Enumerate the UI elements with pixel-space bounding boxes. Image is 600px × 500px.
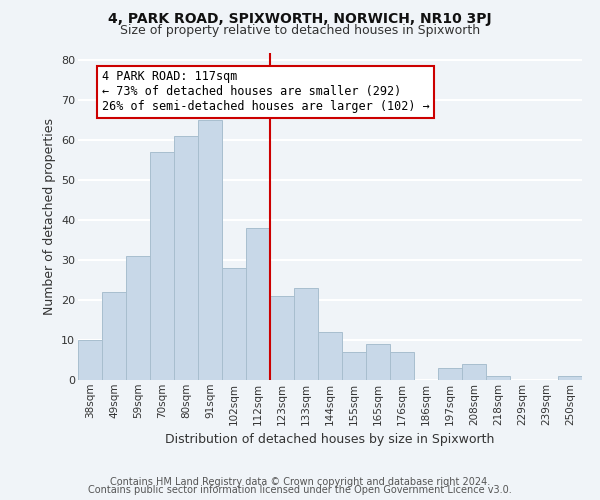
Bar <box>462 364 486 380</box>
Bar <box>294 288 318 380</box>
Y-axis label: Number of detached properties: Number of detached properties <box>43 118 56 315</box>
Bar <box>198 120 222 380</box>
Bar <box>486 376 510 380</box>
Bar <box>78 340 102 380</box>
X-axis label: Distribution of detached houses by size in Spixworth: Distribution of detached houses by size … <box>166 433 494 446</box>
Text: 4 PARK ROAD: 117sqm
← 73% of detached houses are smaller (292)
26% of semi-detac: 4 PARK ROAD: 117sqm ← 73% of detached ho… <box>102 70 430 114</box>
Bar <box>102 292 126 380</box>
Bar <box>342 352 366 380</box>
Bar <box>366 344 390 380</box>
Bar <box>270 296 294 380</box>
Bar <box>558 376 582 380</box>
Bar <box>390 352 414 380</box>
Text: Size of property relative to detached houses in Spixworth: Size of property relative to detached ho… <box>120 24 480 37</box>
Text: Contains HM Land Registry data © Crown copyright and database right 2024.: Contains HM Land Registry data © Crown c… <box>110 477 490 487</box>
Bar <box>318 332 342 380</box>
Bar <box>126 256 150 380</box>
Text: 4, PARK ROAD, SPIXWORTH, NORWICH, NR10 3PJ: 4, PARK ROAD, SPIXWORTH, NORWICH, NR10 3… <box>108 12 492 26</box>
Text: Contains public sector information licensed under the Open Government Licence v3: Contains public sector information licen… <box>88 485 512 495</box>
Bar <box>246 228 270 380</box>
Bar <box>150 152 174 380</box>
Bar <box>174 136 198 380</box>
Bar <box>222 268 246 380</box>
Bar <box>438 368 462 380</box>
